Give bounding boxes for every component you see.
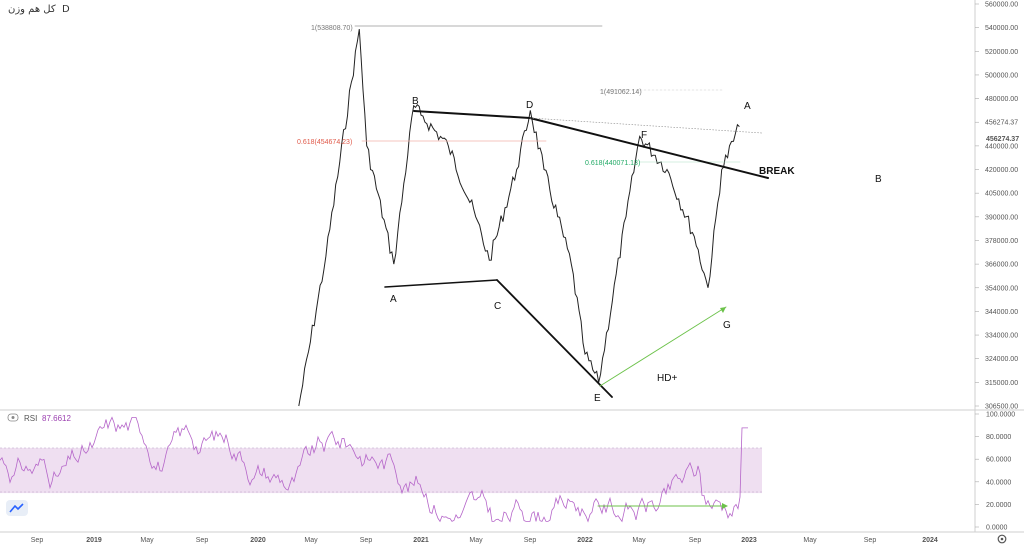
symbol-title[interactable]: کل هم وزن [8,4,56,15]
interval-label[interactable]: D [62,4,70,15]
rsi-axis: 100.0000 80.0000 60.0000 40.0000 20.0000 0.00… [975,412,1015,532]
rsi-value: 87.6612 [42,414,71,423]
trendline-b-d[interactable] [413,110,531,119]
fib-top-label: 1(538808.70) [311,25,353,32]
price-tick-label: 420000.00 [985,167,1018,174]
rsi-band [0,447,762,494]
price-tick-label: 354000.00 [985,285,1018,292]
wave-label-f: F [641,130,647,141]
wave-label-c: C [494,301,501,312]
time-tick-label: May [140,537,154,544]
time-axis: Sep 2019 May Sep 2020 May Sep 2021 May Sep 2022 May… [31,537,938,544]
fib-red-label: 0.618(454674.23) [297,139,352,146]
rsi-line [0,416,748,523]
rsi-eye-icon[interactable] [7,413,19,422]
divergence-line-price[interactable] [599,306,727,387]
fib-green-label: 0.618(440071.13) [585,160,640,167]
divergence-arrowhead-rsi [722,503,728,509]
wave-label-g: G [723,320,731,331]
price-tick-label: 324000.00 [985,356,1018,363]
time-tick-label: 2024 [922,537,938,544]
wave-label-b2: B [875,174,882,185]
price-series [298,29,740,407]
price-tick-label: 540000.00 [985,25,1018,32]
drawings[interactable] [354,25,769,509]
time-tick-label: 2023 [741,537,757,544]
wave-label-b: B [412,96,419,107]
price-axis: 560000.00 540000.00 520000.00 500000.00 4800… [975,2,1018,411]
price-tick-label: 378000.00 [985,238,1018,245]
price-tick-label: 520000.00 [985,49,1018,56]
hd-plus-label: HD+ [657,373,677,384]
rsi-header[interactable]: RSI 87.6612 [7,413,71,423]
price-tick-label: 344000.00 [985,309,1018,316]
price-tick-label: 456274.37 [985,120,1018,127]
time-tick-label: Sep [360,537,373,544]
time-tick-label: 2021 [413,537,429,544]
trendline-d-break[interactable] [529,117,769,179]
time-tick-label: Sep [31,537,44,544]
price-tick-label: 480000.00 [985,96,1018,103]
time-tick-label: May [803,537,817,544]
divergence-arrowhead-price [720,307,726,313]
rsi-tick-label: 80.0000 [986,434,1011,441]
price-tick-label: 405000.00 [985,191,1018,198]
price-tick-label: 390000.00 [985,214,1018,221]
time-tick-label: 2020 [250,537,266,544]
rsi-tick-label: 60.0000 [986,457,1011,464]
rsi-label: RSI [24,414,37,423]
rsi-eye-pupil [11,416,15,419]
brand-logo-icon[interactable] [6,500,28,516]
rsi-tick-label: 40.0000 [986,479,1011,486]
price-tick-label: 440000.00 [985,143,1018,150]
price-tick-label: 315000.00 [985,380,1018,387]
price-line [298,29,740,407]
price-tick-label: 366000.00 [985,262,1018,269]
dotted-extension[interactable] [529,117,763,134]
rsi-tick-label: 0.0000 [986,525,1008,532]
last-price-label: 456274.37 [986,136,1019,143]
rsi-series [0,416,748,523]
wave-label-a: A [390,294,397,305]
time-tick-label: 2022 [577,537,593,544]
wave-label-d: D [526,100,533,111]
trendline-c-e[interactable] [496,279,613,398]
time-tick-label: May [469,537,483,544]
price-tick-label: 334000.00 [985,333,1018,340]
fib-mid-label: 1(491062.14) [600,89,642,96]
time-tick-label: Sep [864,537,877,544]
price-tick-label: 500000.00 [985,72,1018,79]
time-tick-label: Sep [196,537,209,544]
wave-label-e: E [594,393,601,404]
trendline-a-c[interactable] [384,279,498,288]
settings-gear-icon[interactable] [997,534,1007,544]
time-tick-label: Sep [524,537,537,544]
time-tick-label: 2019 [86,537,102,544]
time-tick-label: May [304,537,318,544]
price-tick-label: 560000.00 [985,2,1018,9]
time-tick-label: May [632,537,646,544]
rsi-tick-label: 20.0000 [986,502,1011,509]
price-tick-label: 306500.00 [985,404,1018,411]
time-tick-label: Sep [689,537,702,544]
rsi-tick-label: 100.0000 [986,412,1015,419]
break-label: BREAK [759,166,795,177]
wave-label-a2: A [744,101,751,112]
